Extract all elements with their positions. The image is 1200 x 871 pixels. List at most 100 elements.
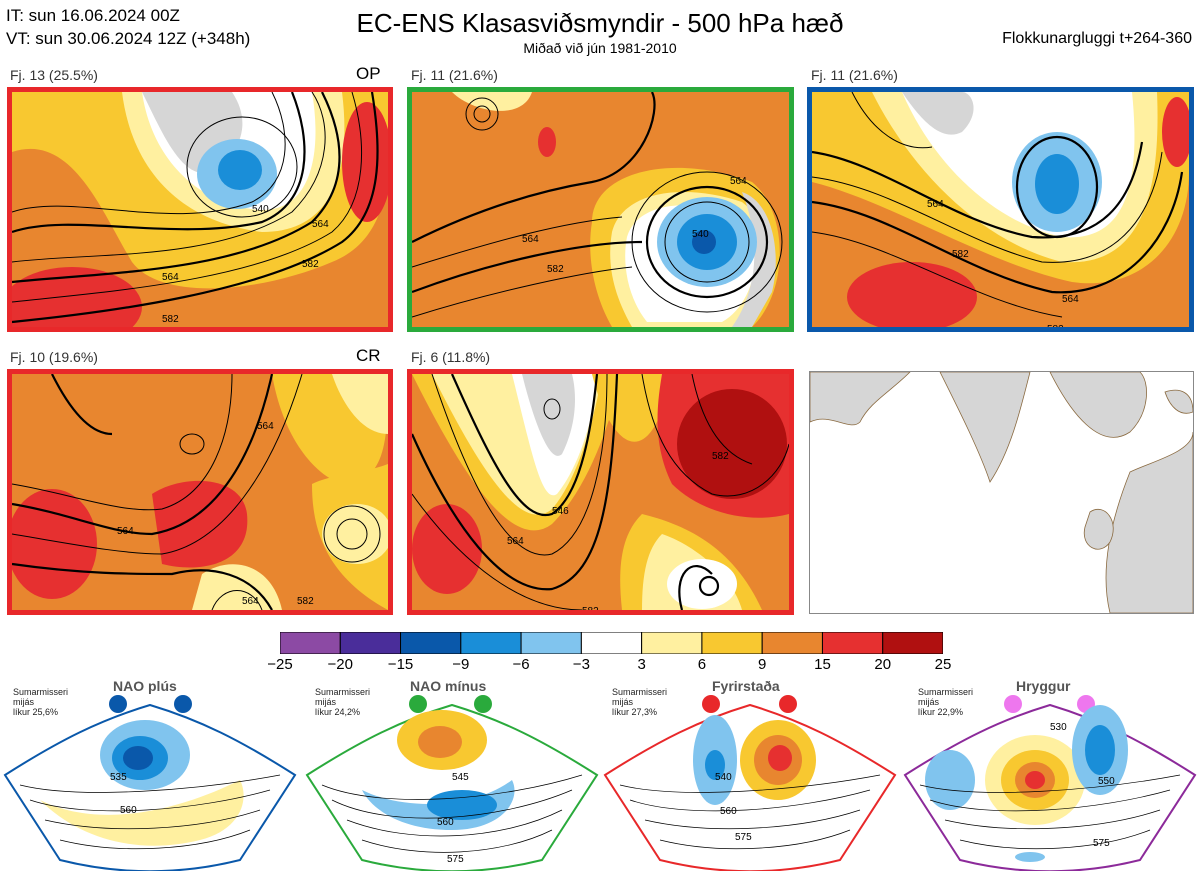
colorbar-tick: −25 [267, 656, 293, 673]
panel-5-label: Fj. 6 (11.8%) [411, 349, 491, 365]
regime-3-dot-right [779, 695, 797, 713]
regime-ridge: 530 550 575 [903, 695, 1197, 871]
panel-1-contour-5: 564 [312, 219, 329, 230]
regime-4-contour-3: 575 [1093, 838, 1110, 849]
colorbar-tick: 9 [758, 656, 767, 673]
regime-3-note: Sumarmisseri mijás líkur 27,3% [612, 687, 667, 717]
cluster-map-4[interactable]: 564 564 564 582 [7, 369, 393, 615]
panel-3-label: Fj. 11 (21.6%) [811, 67, 898, 83]
panel-4-contour-3: 564 [242, 596, 259, 607]
colorbar-swatch [280, 632, 341, 654]
panel-2-contour-2: 564 [522, 234, 539, 245]
panel-4-label: Fj. 10 (19.6%) [10, 349, 98, 365]
colorbar-tick: 6 [697, 656, 707, 673]
colorbar-tick: −20 [327, 656, 353, 673]
regime-nao-plus: 535 560 [3, 695, 297, 871]
panel-2-contour-3: 582 [547, 264, 564, 275]
cluster-map-3[interactable]: 564 582 564 582 [807, 87, 1194, 332]
colorbar-swatch [701, 632, 763, 654]
regime-2-contour-2: 560 [437, 817, 454, 828]
regime-blocking: 540 560 575 [603, 695, 897, 871]
panel-1-contour-1: 540 [252, 204, 269, 215]
panel-3-contour-1: 564 [927, 199, 944, 210]
colorbar-tick: −15 [387, 656, 414, 673]
regime-nao-minus: 545 560 575 [305, 695, 599, 871]
regime-4-dot-left [1004, 695, 1022, 713]
regime-4-note-3: líkur 22,9% [918, 707, 964, 717]
regime-1-note: Sumarmisseri mijás líkur 25,6% [13, 687, 68, 717]
colorbar-swatch [821, 632, 884, 654]
regime-2-note-2: mijás [315, 697, 337, 707]
regime-1-note-1: Sumarmisseri [13, 687, 69, 697]
regime-1-title: NAO plús [113, 678, 177, 694]
cluster-map-1[interactable]: 540 564 582 582 564 [7, 87, 393, 332]
panel-4-tag: CR [356, 346, 381, 365]
panel-1-contour-2: 564 [162, 272, 179, 283]
colorbar-tick: 15 [814, 656, 831, 673]
panel-3-contour-2: 582 [952, 249, 969, 260]
regime-3-dot-left [702, 695, 720, 713]
colorbar-swatch [460, 632, 522, 654]
colorbar-tick: −6 [512, 656, 530, 673]
cluster-map-2[interactable]: 564 564 582 540 [407, 87, 794, 332]
init-time: IT: sun 16.06.2024 00Z [6, 6, 180, 25]
regime-3-contour-1: 540 [715, 772, 732, 783]
regime-1-note-3: líkur 25,6% [13, 707, 59, 717]
panel-5-contour-3: 582 [712, 451, 729, 462]
regime-2-dot-right [474, 695, 492, 713]
regime-4-title: Hryggur [1016, 678, 1071, 694]
regime-3-note-3: líkur 27,3% [612, 707, 658, 717]
regime-2-note: Sumarmisseri mijás líkur 24,2% [315, 687, 370, 717]
cluster-map-5[interactable]: 546 564 582 582 [407, 369, 794, 615]
panel-2-contour-4: 540 [692, 229, 709, 240]
regime-4-note-2: mijás [918, 697, 940, 707]
colorbar-swatch [882, 632, 943, 654]
colorbar-swatch [641, 632, 703, 654]
regime-3-note-2: mijás [612, 697, 634, 707]
regime-2-title: NAO mínus [410, 678, 487, 694]
valid-time: VT: sun 30.06.2024 12Z (+348h) [6, 29, 251, 48]
page-title: EC-ENS Klasasviðsmyndir - 500 hPa hæð [356, 8, 844, 38]
regime-3-title: Fyrirstaða [712, 678, 780, 694]
panel-1-label: Fj. 13 (25.5%) [10, 67, 98, 83]
page-subtitle: Miðað við jún 1981-2010 [523, 40, 677, 56]
colorbar-tick: 20 [874, 656, 892, 673]
colorbar-swatch [520, 632, 582, 654]
panel-4-contour-2: 564 [257, 421, 274, 432]
regime-1-note-2: mijás [13, 697, 35, 707]
regime-3-contour-2: 560 [720, 806, 737, 817]
panel-1-tag: OP [356, 64, 381, 83]
colorbar [280, 632, 943, 654]
panel-1-contour-3: 582 [162, 314, 179, 325]
regime-3-contour-3: 575 [735, 832, 752, 843]
colorbar-tick: 3 [637, 656, 646, 673]
base-map [809, 371, 1194, 614]
panel-3-contour-3: 564 [1062, 294, 1079, 305]
regime-1-dot-left [109, 695, 127, 713]
panel-4-contour-4: 582 [297, 596, 314, 607]
regime-1-contour-2: 560 [120, 805, 137, 816]
regime-2-contour-3: 575 [447, 854, 464, 865]
run-info: IT: sun 16.06.2024 00Z VT: sun 30.06.202… [6, 4, 250, 50]
panel-5-contour-4: 582 [582, 606, 599, 610]
regime-4-contour-2: 550 [1098, 776, 1115, 787]
regime-4-note: Sumarmisseri mijás líkur 22,9% [918, 687, 973, 717]
colorbar-swatch [761, 632, 823, 654]
colorbar-tick: −3 [572, 656, 590, 673]
regime-4-note-1: Sumarmisseri [918, 687, 974, 697]
regime-1-dot-right [174, 695, 192, 713]
regime-3-note-1: Sumarmisseri [612, 687, 668, 697]
regime-2-note-3: líkur 24,2% [315, 707, 361, 717]
regime-2-contour-1: 545 [452, 772, 469, 783]
panel-5-contour-2: 564 [507, 536, 524, 547]
panel-2-contour-1: 564 [730, 176, 747, 187]
panel-4-contour-1: 564 [117, 526, 134, 537]
regime-4-contour-1: 530 [1050, 722, 1067, 733]
cluster-window: Flokkunargluggi t+264-360 [1002, 30, 1192, 47]
colorbar-tick: −9 [452, 656, 470, 673]
colorbar-swatch [339, 632, 402, 654]
panel-5-contour-1: 546 [552, 506, 569, 517]
panel-2-label: Fj. 11 (21.6%) [411, 67, 498, 83]
colorbar-swatch [400, 632, 462, 654]
colorbar-swatch [580, 632, 643, 654]
